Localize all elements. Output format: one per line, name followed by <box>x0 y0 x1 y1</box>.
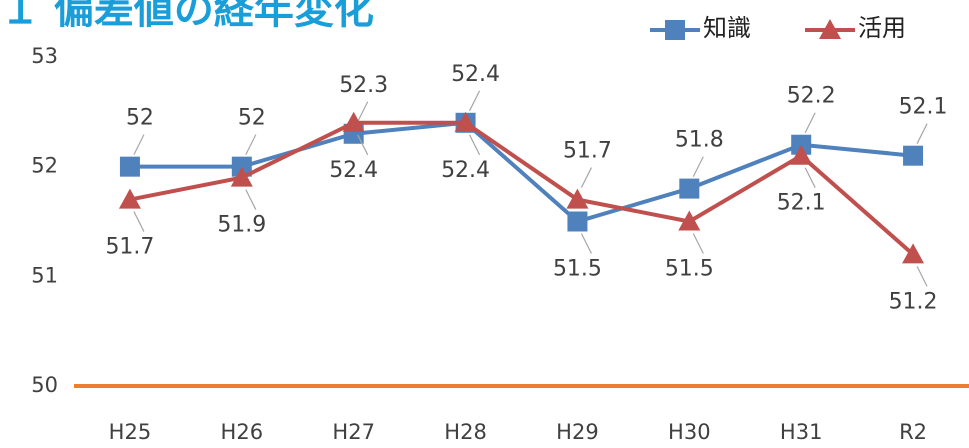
x-tick-label: H28 <box>444 420 487 444</box>
leader-line <box>245 134 257 155</box>
leader-line <box>469 90 481 112</box>
data-label: 51.5 <box>553 257 602 282</box>
x-tick-label: H29 <box>556 420 599 444</box>
marker <box>567 211 588 232</box>
leader-line <box>804 112 816 134</box>
data-label: 51.2 <box>889 289 938 314</box>
data-label: 52.4 <box>329 158 378 183</box>
data-label: 52 <box>126 106 154 131</box>
leader-line <box>804 167 816 188</box>
leader-line <box>357 101 369 123</box>
legend-label: 知識 <box>703 14 751 42</box>
leader-line <box>916 123 928 144</box>
marker <box>790 144 813 165</box>
data-label: 51.7 <box>105 235 154 260</box>
x-tick-label: H30 <box>668 420 711 444</box>
data-label: 52.4 <box>441 158 490 183</box>
data-label: 52.2 <box>787 84 836 109</box>
marker <box>230 166 253 187</box>
y-tick-label: 53 <box>31 44 58 68</box>
leader-line <box>357 134 369 156</box>
legend-marker <box>665 20 685 40</box>
data-label: 52 <box>238 106 266 131</box>
marker <box>119 156 140 177</box>
y-tick-label: 51 <box>31 263 58 287</box>
leader-line <box>692 233 704 254</box>
chart-title: １ 偏差値の経年変化 <box>0 0 374 33</box>
data-label: 51.5 <box>665 257 714 282</box>
marker <box>902 243 925 264</box>
series-line <box>129 120 914 224</box>
data-label: 51.7 <box>563 139 612 164</box>
marker <box>679 178 700 199</box>
legend-marker <box>819 19 841 39</box>
marker <box>566 188 589 209</box>
leader-line <box>245 189 257 210</box>
x-tick-label: R2 <box>899 420 927 444</box>
data-label: 51.9 <box>217 213 266 238</box>
marker <box>118 188 141 209</box>
x-tick-label: H26 <box>221 420 264 444</box>
data-label: 52.3 <box>339 73 388 98</box>
leader-line <box>580 167 592 188</box>
marker <box>342 111 365 132</box>
data-label: 52.1 <box>899 95 948 120</box>
leader-line <box>580 233 592 254</box>
x-tick-label: H31 <box>780 420 823 444</box>
marker <box>454 111 477 132</box>
x-tick-label: H25 <box>109 420 152 444</box>
marker <box>903 145 924 166</box>
data-label: 52.1 <box>777 191 826 216</box>
x-tick-label: H27 <box>332 420 375 444</box>
legend-label: 活用 <box>858 14 906 42</box>
y-tick-label: 52 <box>31 154 58 178</box>
series-line <box>129 120 915 256</box>
marker <box>678 210 701 231</box>
leader-line <box>916 266 928 287</box>
data-label: 51.8 <box>675 128 724 153</box>
leader-line <box>469 134 481 156</box>
leader-line <box>692 156 704 177</box>
leader-line <box>133 134 145 155</box>
leader-line <box>133 211 145 232</box>
y-tick-label: 50 <box>31 373 58 397</box>
data-label: 52.4 <box>451 62 500 87</box>
